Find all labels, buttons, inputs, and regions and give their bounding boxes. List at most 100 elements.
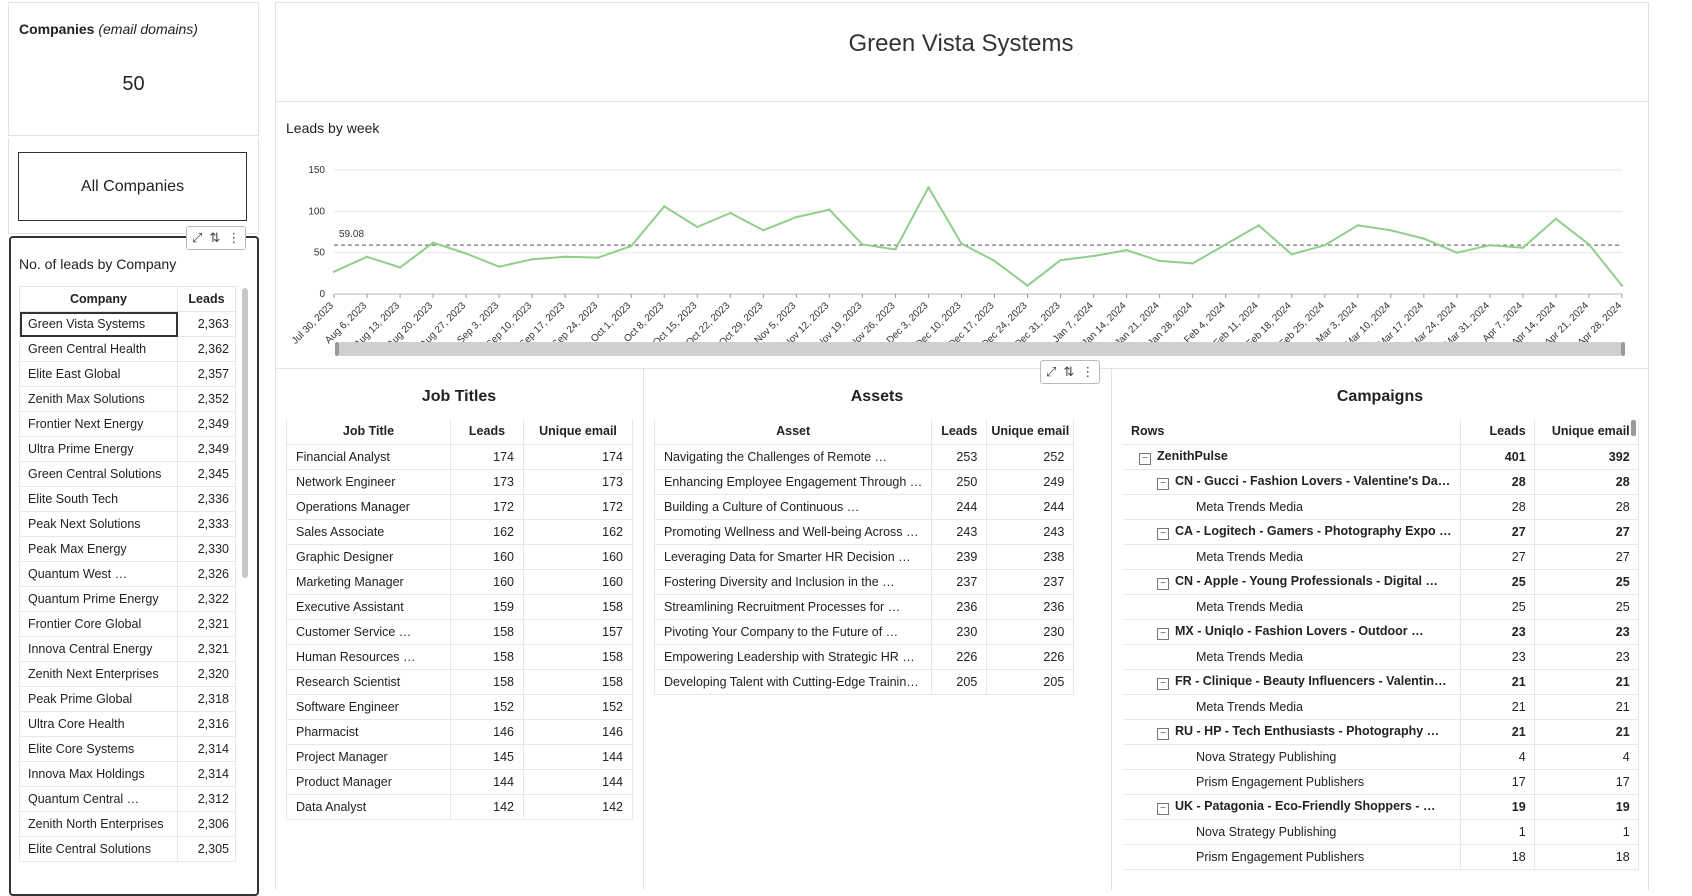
table-row[interactable]: Quantum Prime Energy 2,322 [19,586,236,612]
table-row[interactable]: Product Manager 144 144 [286,769,633,795]
pivot-row[interactable]: − RU - HP - Tech Enthusiasts - Photograph… [1123,719,1639,745]
table-row[interactable]: Frontier Core Global 2,321 [19,611,236,637]
company-cell[interactable]: Green Central Health [19,336,178,362]
table-row[interactable]: Green Central Solutions 2,345 [19,461,236,487]
company-cell[interactable]: Elite Core Systems [19,736,178,762]
company-cell[interactable]: Peak Prime Global [19,686,178,712]
collapse-square-icon[interactable]: − [1157,727,1169,740]
range-handle-left[interactable] [335,342,339,356]
pivot-row[interactable]: Prism Engagement Publishers 18 18 [1123,844,1639,870]
table-row[interactable]: Graphic Designer 160 160 [286,544,633,570]
pivot-row[interactable]: Meta Trends Media 28 28 [1123,494,1639,520]
table-row[interactable]: Software Engineer 152 152 [286,694,633,720]
table-row[interactable]: Building a Culture of Continuous … 244 244 [653,494,1075,520]
collapse-square-icon[interactable]: − [1157,477,1169,490]
sort-icon[interactable]: ⇅ [1063,364,1075,379]
expand-icon[interactable]: ⤢ [192,230,203,245]
campaigns-scrollbar[interactable] [1631,420,1636,436]
column-header-job-title[interactable]: Job Title [286,419,451,445]
column-header-unique-email[interactable]: Unique email [523,419,633,445]
pivot-row[interactable]: − CA - Logitech - Gamers - Photography Ex… [1123,519,1639,545]
column-header-leads[interactable]: Leads [177,286,236,312]
table-row[interactable]: Executive Assistant 159 158 [286,594,633,620]
pivot-row[interactable]: Meta Trends Media 25 25 [1123,594,1639,620]
table-row[interactable]: Quantum West … 2,326 [19,561,236,587]
company-cell[interactable]: Green Vista Systems [19,311,178,337]
column-header-leads[interactable]: Leads [450,419,524,445]
chart-range-scrollbar[interactable] [336,342,1624,356]
column-header-company[interactable]: Company [19,286,178,312]
table-row[interactable]: Leveraging Data for Smarter HR Decision … [653,544,1075,570]
pivot-row[interactable]: − ZenithPulse 401 392 [1123,444,1639,470]
table-row[interactable]: Pivoting Your Company to the Future of …… [653,619,1075,645]
range-handle-right[interactable] [1621,342,1625,356]
company-cell[interactable]: Quantum Prime Energy [19,586,178,612]
column-header-leads[interactable]: Leads [931,419,988,445]
pivot-row[interactable]: − UK - Patagonia - Eco-Friendly Shoppers … [1123,794,1639,820]
collapse-square-icon[interactable]: − [1157,677,1169,690]
all-companies-button[interactable]: All Companies [18,152,247,221]
more-vertical-icon[interactable]: ⋮ [1081,364,1095,379]
table-row[interactable]: Marketing Manager 160 160 [286,569,633,595]
table-row[interactable]: Elite South Tech 2,336 [19,486,236,512]
table-row[interactable]: Elite Core Systems 2,314 [19,736,236,762]
pivot-row[interactable]: Nova Strategy Publishing 1 1 [1123,819,1639,845]
vertical-scrollbar[interactable] [242,288,248,578]
pivot-row[interactable]: Meta Trends Media 21 21 [1123,694,1639,720]
table-row[interactable]: Peak Next Solutions 2,333 [19,511,236,537]
collapse-square-icon[interactable]: − [1157,527,1169,540]
table-row[interactable]: Ultra Prime Energy 2,349 [19,436,236,462]
collapse-square-icon[interactable]: − [1157,802,1169,815]
column-header-unique-email[interactable]: Unique email [986,419,1075,445]
table-row[interactable]: Project Manager 145 144 [286,744,633,770]
column-header-rows[interactable]: Rows [1123,419,1461,445]
company-cell[interactable]: Peak Max Energy [19,536,178,562]
column-header-asset[interactable]: Asset [653,419,933,445]
company-cell[interactable]: Elite Central Solutions [19,836,178,862]
table-row[interactable]: Green Central Health 2,362 [19,336,236,362]
table-row[interactable]: Zenith Max Solutions 2,352 [19,386,236,412]
table-row[interactable]: Financial Analyst 174 174 [286,444,633,470]
pivot-row[interactable]: Nova Strategy Publishing 4 4 [1123,744,1639,770]
sort-icon[interactable]: ⇅ [209,230,221,245]
pivot-row[interactable]: Meta Trends Media 27 27 [1123,544,1639,570]
pivot-row[interactable]: − FR - Clinique - Beauty Influencers - Va… [1123,669,1639,695]
company-cell[interactable]: Ultra Prime Energy [19,436,178,462]
table-row[interactable]: Ultra Core Health 2,316 [19,711,236,737]
table-row[interactable]: Green Vista Systems 2,363 [19,311,236,337]
company-cell[interactable]: Frontier Next Energy [19,411,178,437]
table-row[interactable]: Operations Manager 172 172 [286,494,633,520]
table-row[interactable]: Zenith Next Enterprises 2,320 [19,661,236,687]
company-cell[interactable]: Zenith Next Enterprises [19,661,178,687]
table-row[interactable]: Peak Prime Global 2,318 [19,686,236,712]
collapse-square-icon[interactable]: − [1157,577,1169,590]
table-row[interactable]: Frontier Next Energy 2,349 [19,411,236,437]
table-row[interactable]: Streamlining Recruitment Processes for …… [653,594,1075,620]
table-row[interactable]: Promoting Wellness and Well-being Across… [653,519,1075,545]
company-cell[interactable]: Innova Max Holdings [19,761,178,787]
table-row[interactable]: Pharmacist 146 146 [286,719,633,745]
table-row[interactable]: Enhancing Employee Engagement Through … 2… [653,469,1075,495]
table-row[interactable]: Customer Service … 158 157 [286,619,633,645]
table-row[interactable]: Developing Talent with Cutting-Edge Trai… [653,669,1075,695]
table-row[interactable]: Human Resources … 158 158 [286,644,633,670]
company-cell[interactable]: Zenith Max Solutions [19,386,178,412]
table-row[interactable]: Fostering Diversity and Inclusion in the… [653,569,1075,595]
company-cell[interactable]: Ultra Core Health [19,711,178,737]
table-row[interactable]: Innova Max Holdings 2,314 [19,761,236,787]
more-vertical-icon[interactable]: ⋮ [227,230,241,245]
company-cell[interactable]: Elite East Global [19,361,178,387]
table-row[interactable]: Elite East Global 2,357 [19,361,236,387]
column-header-unique-email[interactable]: Unique email [1534,419,1639,445]
pivot-row[interactable]: Meta Trends Media 23 23 [1123,644,1639,670]
company-cell[interactable]: Quantum Central … [19,786,178,812]
company-cell[interactable]: Elite South Tech [19,486,178,512]
company-cell[interactable]: Zenith North Enterprises [19,811,178,837]
table-row[interactable]: Research Scientist 158 158 [286,669,633,695]
table-row[interactable]: Network Engineer 173 173 [286,469,633,495]
collapse-square-icon[interactable]: − [1157,627,1169,640]
company-cell[interactable]: Innova Central Energy [19,636,178,662]
expand-icon[interactable]: ⤢ [1046,364,1057,379]
table-row[interactable]: Peak Max Energy 2,330 [19,536,236,562]
table-row[interactable]: Sales Associate 162 162 [286,519,633,545]
